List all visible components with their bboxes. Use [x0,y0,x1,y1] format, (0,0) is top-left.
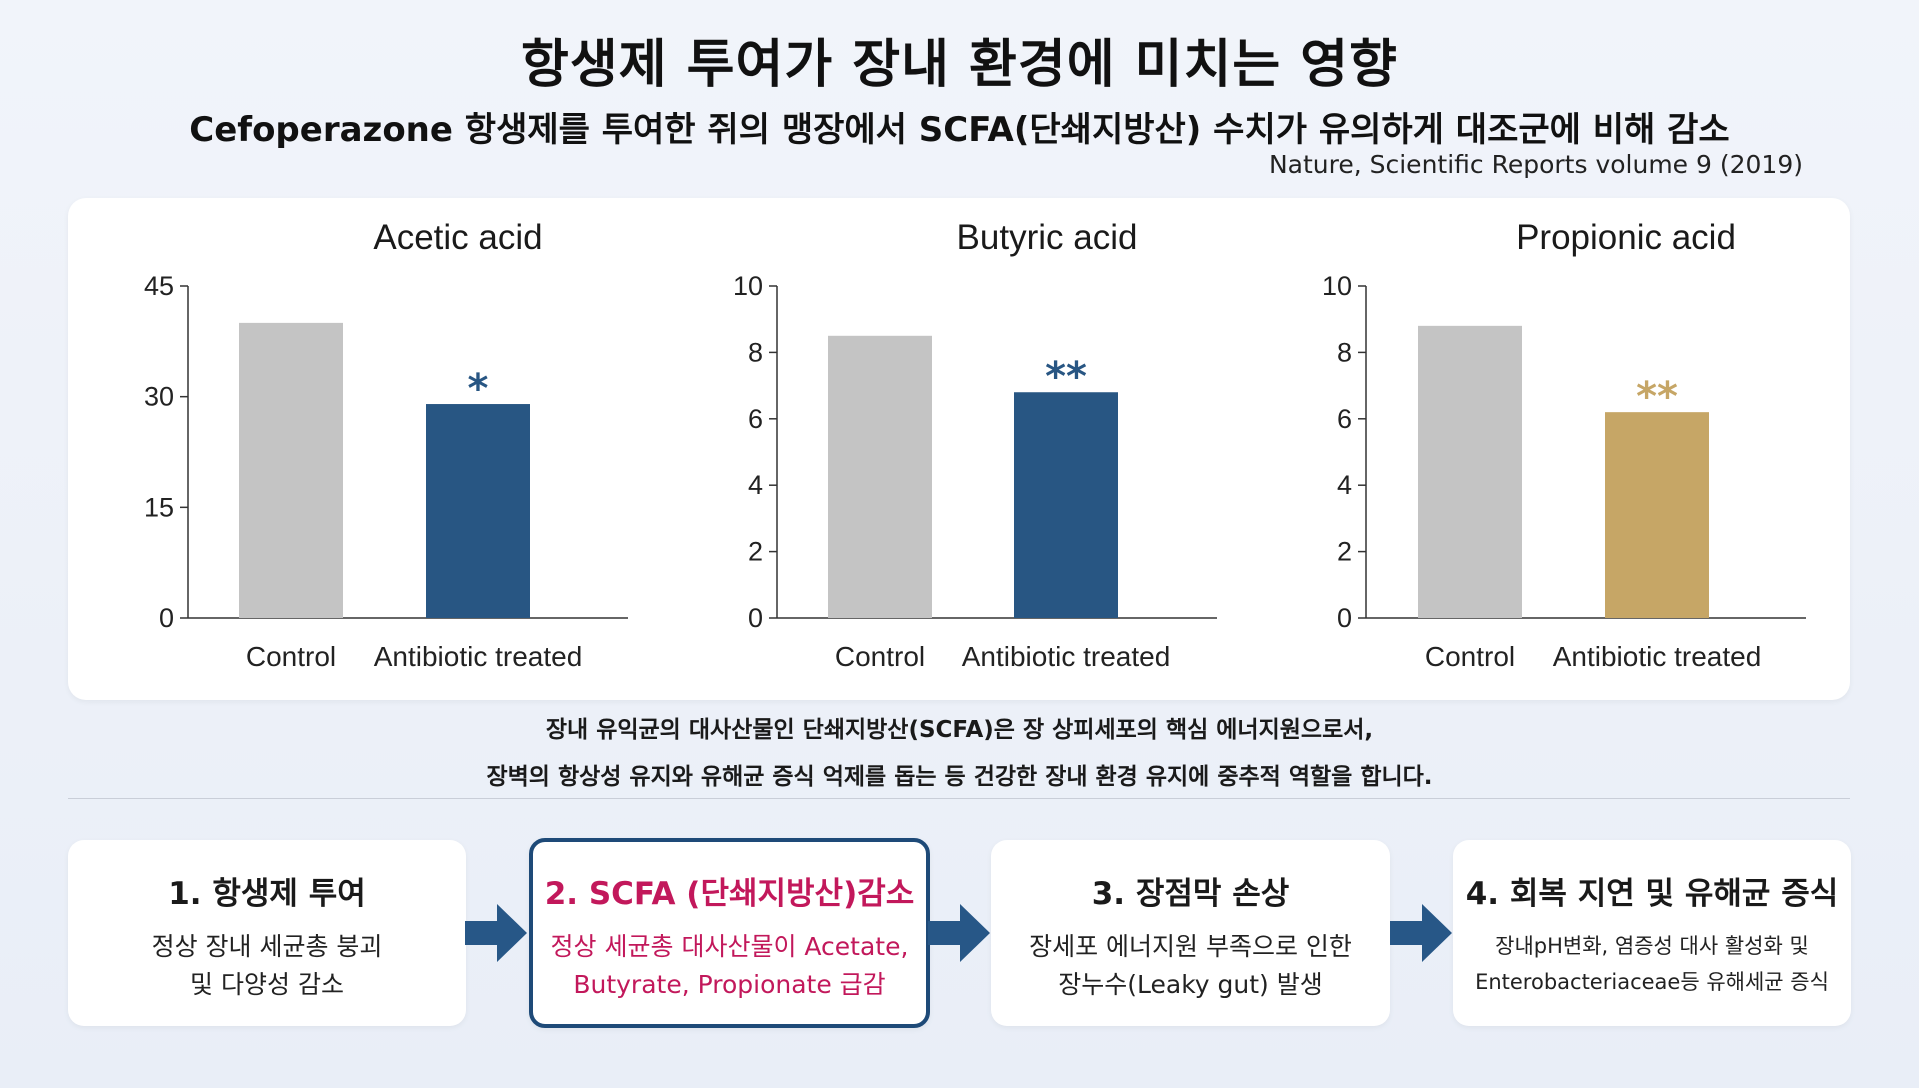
step-card-2: 2. SCFA (단쇄지방산)감소 정상 세균총 대사산물이 Acetate, … [529,838,930,1028]
y-tick-label: 0 [1337,603,1352,633]
y-tick-label: 45 [144,271,174,301]
y-tick-label: 2 [748,537,763,567]
step-3-text: 장세포 에너지원 부족으로 인한 장누수(Leaky gut) 발생 [1029,932,1352,999]
y-tick-label: 30 [144,382,174,412]
y-tick-label: 10 [733,271,763,301]
significance-marker: * [468,366,489,412]
y-tick-label: 0 [159,603,174,633]
page-subtitle: Cefoperazone 항생제를 투여한 쥐의 맹장에서 SCFA(단쇄지방산… [189,110,1730,150]
description-line-2: 장벽의 항상성 유지와 유해균 증식 억제를 돕는 등 건강한 장내 환경 유지… [486,764,1433,790]
step-3-title: 3. 장점막 손상 [1091,876,1290,912]
step-4-title: 4. 회복 지연 및 유해균 증식 [1465,876,1839,912]
step-1-text: 정상 장내 세균총 붕괴 및 다양성 감소 [151,932,383,999]
step-card-1: 1. 항생제 투여 정상 장내 세균총 붕괴 및 다양성 감소 [68,840,466,1026]
bar-antibiotic-treated [1014,392,1118,618]
source-citation: Nature, Scientific Reports volume 9 (201… [1268,150,1803,179]
bar-control [828,335,932,618]
bar-charts: 0 15 30 45 Control Antibiotic treated * 0 2 4 6 8 10… [144,271,1806,672]
significance-marker: ** [1045,354,1087,400]
y-tick-label: 6 [748,404,763,434]
step-2-title: 2. SCFA (단쇄지방산)감소 [544,876,915,912]
chart-title-butyric: Butyric acid [956,218,1138,257]
y-tick-label: 10 [1322,271,1352,301]
step-card-3: 3. 장점막 손상 장세포 에너지원 부족으로 인한 장누수(Leaky gut… [991,840,1390,1026]
chart-title-propionic: Propionic acid [1516,218,1736,257]
y-tick-label: 6 [1337,404,1352,434]
charts-panel: Acetic acid Butyric acid Propionic acid … [68,198,1850,700]
page-title: 항생제 투여가 장내 환경에 미치는 영향 [521,35,1398,95]
significance-marker: ** [1636,374,1678,420]
step-1-title: 1. 항생제 투여 [168,876,366,912]
y-tick-label: 8 [1337,337,1352,367]
y-tick-label: 2 [1337,537,1352,567]
x-category-label: Control [835,641,925,672]
arrow-right-icon [928,904,990,962]
step-card-4: 4. 회복 지연 및 유해균 증식 장내pH변화, 염증성 대사 활성화 및 E… [1453,840,1851,1026]
y-tick-label: 4 [1337,470,1352,500]
bar-antibiotic-treated [1605,412,1709,618]
x-category-label: Control [246,641,336,672]
x-category-label: Control [1425,641,1515,672]
bar-control [1418,325,1522,618]
bar-antibiotic-treated [426,404,530,618]
x-category-label: Antibiotic treated [962,641,1171,672]
bar-control [239,322,343,618]
step-2-text: 정상 세균총 대사산물이 Acetate, Butyrate, Propiona… [550,932,909,999]
y-tick-label: 0 [748,603,763,633]
step-4-text: 장내pH변화, 염증성 대사 활성화 및 Enterobacteriaceae등… [1475,934,1829,994]
description-line-1: 장내 유익균의 대사산물인 단쇄지방산(SCFA)은 장 상피세포의 핵심 에너… [545,717,1374,743]
chart-title-acetic: Acetic acid [373,218,543,257]
arrow-right-icon [1390,904,1452,962]
divider [68,798,1850,799]
y-tick-label: 4 [748,470,763,500]
y-tick-label: 15 [144,492,174,522]
arrow-right-icon [465,904,527,962]
x-category-label: Antibiotic treated [1553,641,1762,672]
x-category-label: Antibiotic treated [374,641,583,672]
y-tick-label: 8 [748,337,763,367]
